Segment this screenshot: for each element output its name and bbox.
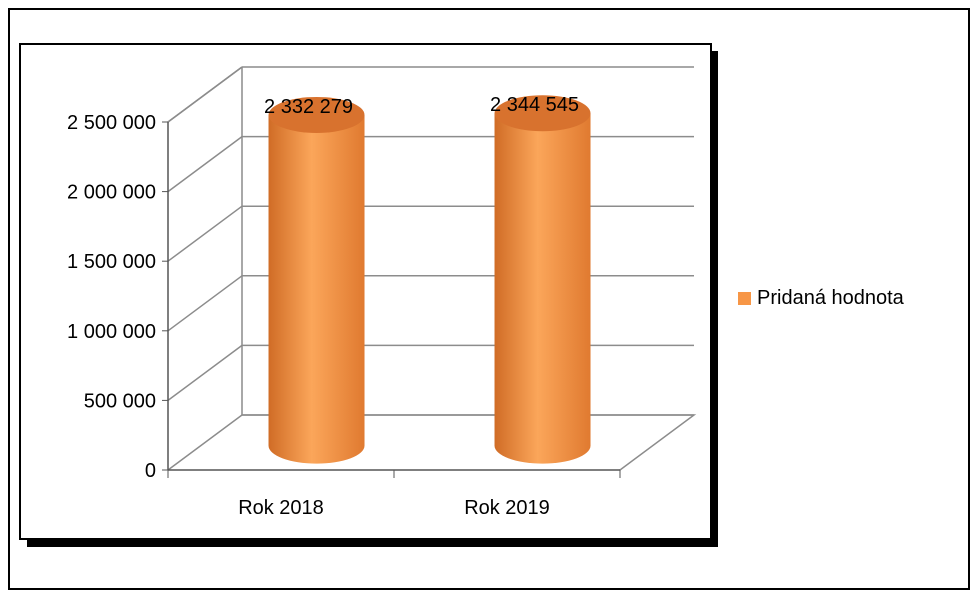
bar-body — [268, 114, 365, 464]
bar — [268, 96, 365, 464]
y-tick-label: 0 — [145, 460, 156, 482]
chart-walls — [167, 66, 697, 471]
gridlines — [167, 66, 694, 416]
labels: 0 500 000 1 000 000 1 500 000 2 000 000 2 500… — [67, 94, 579, 519]
bar-top — [268, 96, 365, 133]
x-tick-label: Rok 2018 — [238, 497, 324, 519]
gridline-side — [167, 205, 243, 262]
plot-area — [19, 43, 712, 540]
bar-body — [494, 113, 591, 464]
gridline-side — [167, 66, 243, 123]
gridline-side — [167, 275, 243, 332]
y-tick-label: 2 500 000 — [67, 112, 156, 134]
legend-swatch — [738, 292, 751, 305]
data-label: 2 332 279 — [264, 96, 353, 118]
axes — [162, 121, 621, 478]
legend: Pridaná hodnota — [738, 287, 904, 310]
y-tick-label: 1 500 000 — [67, 251, 156, 273]
y-tick-label: 2 000 000 — [67, 182, 156, 204]
gridline-side — [167, 344, 243, 402]
bar — [494, 95, 591, 464]
data-label: 2 344 545 — [490, 94, 579, 116]
bar-top — [494, 95, 591, 132]
legend-label: Pridaná hodnota — [757, 287, 904, 309]
y-tick-label: 500 000 — [84, 390, 156, 412]
floor-outline — [167, 414, 697, 471]
gridline-side — [167, 135, 243, 193]
y-tick-label: 1 000 000 — [67, 321, 156, 343]
bars — [268, 95, 591, 464]
x-tick-label: Rok 2019 — [464, 497, 550, 519]
